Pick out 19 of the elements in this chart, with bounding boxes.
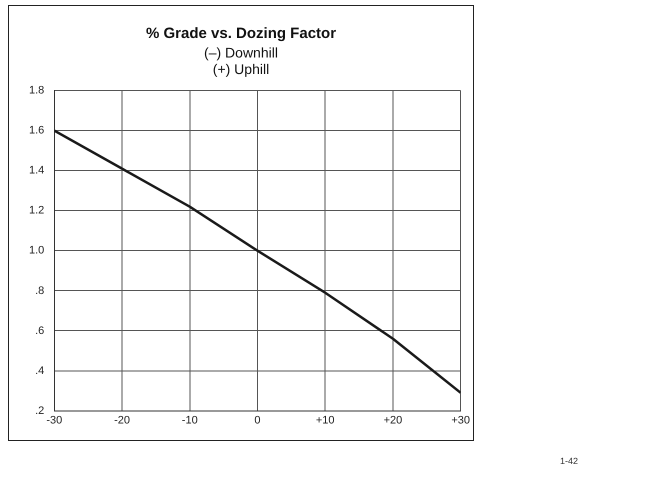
y-tick-label: 1.6 (28, 124, 44, 137)
y-tick-label: 1.0 (28, 244, 44, 257)
y-tick-label: 1.4 (28, 164, 44, 177)
x-tick-label: -10 (182, 414, 198, 426)
chart-subtitle: (–) Downhill (+) Uphill (204, 44, 278, 78)
x-tick-label: -30 (46, 414, 62, 426)
y-tick-label: .8 (35, 284, 44, 297)
chart-title: % Grade vs. Dozing Factor (146, 25, 336, 42)
x-tick-label: +20 (384, 414, 402, 426)
y-tick-label: .6 (35, 324, 44, 337)
y-tick-label: .2 (35, 404, 44, 417)
y-tick-label: 1.8 (28, 84, 44, 97)
x-tick-label: +30 (451, 414, 470, 426)
x-tick-label: +10 (316, 414, 335, 426)
text: 1-42 (560, 456, 578, 466)
y-tick-label: .4 (35, 364, 44, 377)
y-tick-label: 1.2 (28, 204, 44, 217)
x-tick-label: 0 (254, 414, 261, 426)
x-tick-label: -20 (114, 414, 130, 426)
